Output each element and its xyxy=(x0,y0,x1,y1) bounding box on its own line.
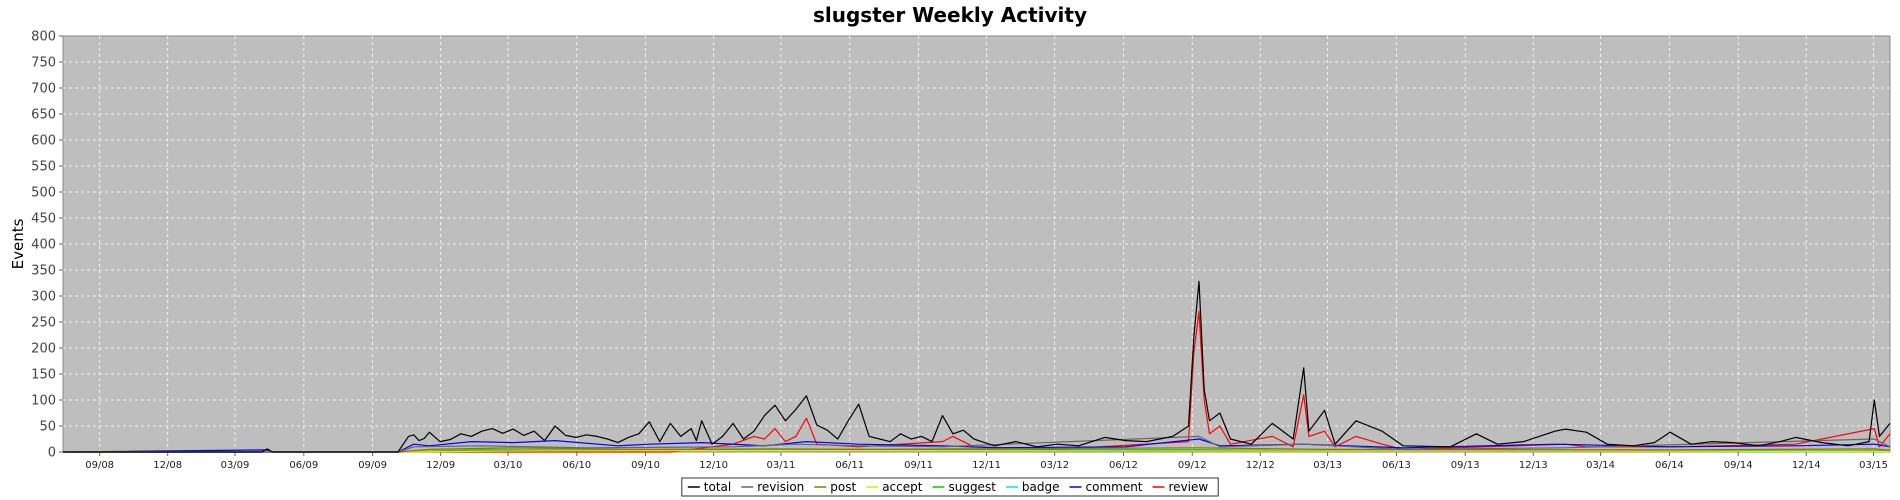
x-tick-label: 09/14 xyxy=(1724,460,1753,471)
x-tick-label: 09/08 xyxy=(85,460,114,471)
x-tick-label: 12/08 xyxy=(153,460,182,471)
x-tick-label: 03/11 xyxy=(767,460,796,471)
x-tick-label: 06/10 xyxy=(562,460,591,471)
legend-item-comment: comment xyxy=(1069,480,1143,494)
x-tick-label: 06/12 xyxy=(1109,460,1138,471)
legend-label: total xyxy=(704,480,731,494)
x-tick-label: 06/09 xyxy=(289,460,318,471)
legend-label: comment xyxy=(1086,480,1143,494)
series-line-comment xyxy=(62,438,1891,453)
y-tick-label: 0 xyxy=(48,446,56,461)
legend-label: badge xyxy=(1022,480,1060,494)
legend-item-revision: revision xyxy=(741,480,804,494)
x-tick-label: 09/11 xyxy=(904,460,933,471)
y-tick-label: 500 xyxy=(31,186,56,201)
legend-label: post xyxy=(830,480,856,494)
x-tick-label: 12/14 xyxy=(1792,460,1821,471)
y-tick-label: 550 xyxy=(31,160,56,175)
legend: total revision post accept suggest badge comme… xyxy=(681,477,1219,497)
legend-item-suggest: suggest xyxy=(932,480,996,494)
x-tick-label: 03/10 xyxy=(494,460,523,471)
y-tick-label: 750 xyxy=(31,56,56,71)
legend-label: review xyxy=(1169,480,1209,494)
x-tick-label: 09/12 xyxy=(1178,460,1207,471)
series-line-total xyxy=(63,280,1891,453)
legend-label: suggest xyxy=(948,480,996,494)
x-tick-label: 03/13 xyxy=(1313,460,1342,471)
x-tick-label: 09/13 xyxy=(1451,460,1480,471)
series-layer xyxy=(62,280,1891,453)
x-tick-label: 09/09 xyxy=(358,460,387,471)
legend-item-post: post xyxy=(814,480,856,494)
chart-title: slugster Weekly Activity xyxy=(813,3,1087,27)
y-tick-label: 650 xyxy=(31,108,56,123)
legend-item-accept: accept xyxy=(866,480,923,494)
legend-label: accept xyxy=(882,480,923,494)
y-tick-label: 400 xyxy=(31,238,56,253)
x-tick-label: 12/09 xyxy=(426,460,455,471)
x-tick-label: 12/11 xyxy=(972,460,1001,471)
y-tick-label: 250 xyxy=(31,316,56,331)
x-tick-label: 03/15 xyxy=(1859,460,1888,471)
x-tick-label: 03/09 xyxy=(221,460,250,471)
y-tick-label: 50 xyxy=(39,420,56,435)
x-tick-label: 06/11 xyxy=(835,460,864,471)
y-tick-label: 150 xyxy=(31,368,56,383)
y-axis-label: Events xyxy=(9,218,27,269)
legend-item-total: total xyxy=(687,480,731,494)
x-tick-label: 06/13 xyxy=(1382,460,1411,471)
series-line-post xyxy=(63,447,1891,453)
y-tick-label: 300 xyxy=(31,290,56,305)
y-tick-label: 450 xyxy=(31,212,56,227)
y-tick-label: 800 xyxy=(31,30,56,45)
legend-item-badge: badge xyxy=(1005,480,1060,494)
x-tick-label: 03/14 xyxy=(1586,460,1615,471)
y-tick-label: 700 xyxy=(31,82,56,97)
x-axis: 09/08 12/08 03/09 06/09 09/09 12/09 03/10 06/10… xyxy=(85,452,1888,471)
x-tick-label: 12/13 xyxy=(1519,460,1548,471)
y-tick-label: 100 xyxy=(31,394,56,409)
grid-layer xyxy=(63,36,1890,452)
x-tick-label: 12/12 xyxy=(1246,460,1275,471)
y-tick-label: 350 xyxy=(31,264,56,279)
x-tick-label: 03/12 xyxy=(1040,460,1069,471)
y-axis: 0 50 100 150 200 250 300 350 400 450 500 550 600 650 7… xyxy=(31,30,63,461)
y-tick-label: 200 xyxy=(31,342,56,357)
x-tick-label: 12/10 xyxy=(699,460,728,471)
y-tick-label: 600 xyxy=(31,134,56,149)
legend-label: revision xyxy=(757,480,804,494)
legend-box xyxy=(681,477,1219,497)
x-tick-label: 06/14 xyxy=(1655,460,1684,471)
x-tick-label: 09/10 xyxy=(631,460,660,471)
legend-item-review: review xyxy=(1152,480,1209,494)
series-line-revision xyxy=(63,435,1891,453)
